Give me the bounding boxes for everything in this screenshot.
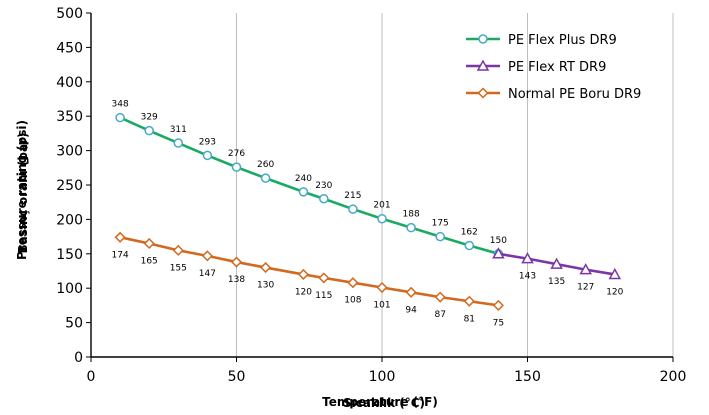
y-tick-label: 200 [56, 212, 83, 228]
y-tick-label: 250 [56, 178, 83, 194]
data-point [114, 231, 126, 243]
data-label: 276 [228, 149, 245, 159]
data-label: 329 [141, 113, 158, 123]
data-point [173, 138, 184, 148]
data-point [201, 250, 213, 262]
y-tick-label: 500 [56, 6, 83, 22]
data-point [492, 299, 504, 311]
axes: 0 50 100 150 200 250 300 350 400 450 500 0 50 100 150 2… [56, 6, 686, 385]
data-label: 293 [199, 137, 216, 147]
data-point [406, 222, 416, 233]
data-label: 240 [295, 174, 312, 184]
y-tick-label: 150 [56, 247, 83, 263]
x-axis-title: Temperature (°F) [322, 395, 438, 409]
data-label: 94 [405, 305, 417, 315]
legend-marker [478, 34, 488, 44]
y-axis-title-overlay: Basınç oranı (bar) [16, 132, 30, 253]
data-label: 348 [112, 100, 129, 110]
data-point [492, 247, 505, 259]
x-tick-label: 50 [228, 369, 246, 385]
data-label: 165 [141, 256, 158, 266]
data-point [435, 231, 445, 242]
data-point [172, 244, 184, 256]
data-point [319, 194, 329, 204]
data-point [144, 125, 154, 136]
data-point [260, 173, 271, 183]
data-label: 215 [344, 191, 361, 201]
y-tick-label: 350 [56, 109, 83, 125]
data-point [297, 268, 309, 281]
data-label: 127 [577, 283, 594, 293]
legend-label: Normal PE Boru DR9 [508, 87, 641, 102]
x-tick-label: 0 [87, 369, 96, 385]
data-label: 87 [434, 310, 445, 320]
data-point [260, 261, 272, 274]
data-point [463, 295, 475, 307]
data-label: 162 [461, 228, 478, 238]
data-point [377, 213, 387, 224]
legend-label: PE Flex Plus DR9 [508, 33, 617, 48]
x-tick-label: 150 [514, 369, 541, 385]
data-label: 143 [519, 272, 536, 282]
data-point [115, 112, 125, 123]
y-tick-label: 450 [56, 40, 83, 56]
data-point [143, 237, 155, 250]
series-line [119, 116, 499, 256]
data-label: 108 [344, 296, 361, 306]
data-point [318, 272, 330, 284]
data-point [521, 252, 534, 264]
y-tick-label: 0 [74, 350, 83, 366]
data-label: 101 [373, 301, 390, 311]
data-label: 150 [490, 236, 507, 246]
y-tick-label: 50 [65, 316, 83, 332]
data-point [230, 256, 243, 268]
legend-marker [477, 87, 489, 99]
data-point [579, 263, 592, 275]
data-point [348, 204, 358, 214]
data-point [405, 286, 417, 298]
series-layer [114, 112, 622, 311]
legend: PE Flex Plus DR9 PE Flex RT DR9 Normal PE … [466, 33, 641, 102]
data-label: 120 [606, 287, 623, 297]
data-label: 230 [315, 181, 332, 191]
data-label: 138 [228, 275, 245, 285]
y-axis-title: Pressure rating (psi) [15, 120, 29, 260]
data-point [608, 267, 622, 280]
data-label: 115 [315, 291, 332, 301]
data-label: 81 [464, 314, 475, 324]
data-label: 175 [432, 219, 449, 229]
data-point [202, 150, 213, 161]
data-label: 75 [493, 318, 504, 328]
data-label: 120 [295, 287, 312, 297]
data-label: 155 [170, 263, 187, 273]
data-point [550, 257, 563, 269]
data-label: 135 [548, 277, 565, 287]
x-tick-label: 100 [369, 369, 396, 385]
data-point [298, 187, 309, 197]
x-axis-title-overlay: Sıcaklık (°C) [343, 396, 425, 410]
data-label: 188 [403, 210, 420, 220]
data-label: 147 [199, 269, 216, 279]
data-label: 201 [373, 201, 390, 211]
data-label: 260 [257, 160, 274, 170]
legend-marker [476, 59, 490, 71]
data-point [347, 277, 359, 289]
data-point [434, 291, 446, 303]
data-label: 174 [112, 250, 129, 260]
y-tick-label: 300 [56, 144, 83, 160]
series-line [119, 236, 499, 307]
y-tick-label: 400 [56, 75, 83, 91]
data-point [231, 162, 242, 172]
x-tick-label: 200 [660, 369, 687, 385]
legend-label: PE Flex RT DR9 [508, 60, 606, 75]
data-point [376, 281, 388, 294]
y-tick-label: 100 [56, 281, 83, 297]
data-label: 311 [170, 125, 187, 135]
data-label: 130 [257, 281, 274, 291]
data-point [464, 240, 475, 251]
